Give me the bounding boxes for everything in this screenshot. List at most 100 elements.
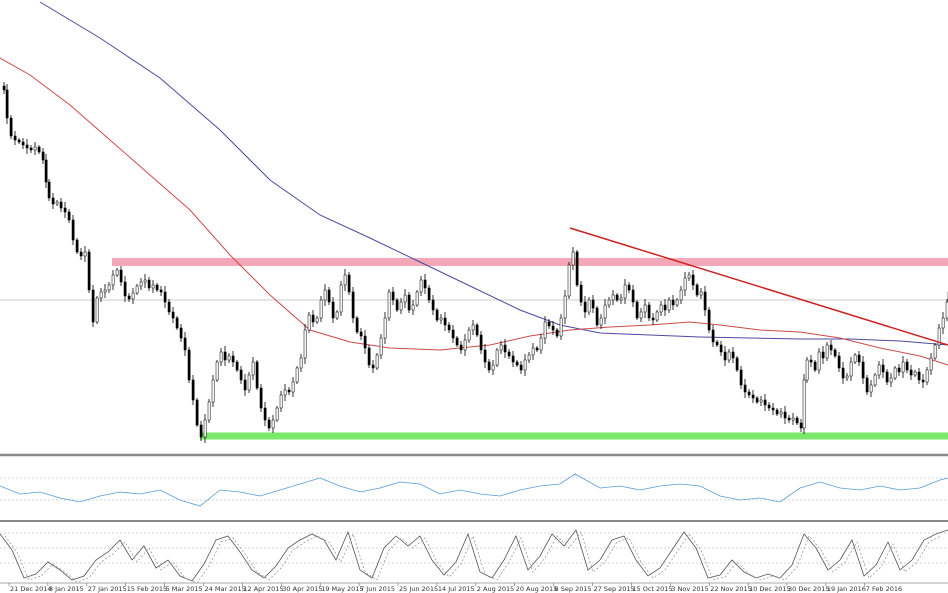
x-tick-label: 12 Apr 2015: [243, 585, 283, 593]
price-bar-body: [507, 351, 511, 357]
oscillator-2-signal-line: [4, 531, 942, 584]
price-bar-body: [407, 294, 411, 311]
price-bar-body: [33, 146, 37, 151]
price-bar-body: [315, 317, 319, 323]
x-tick-label: 30 Dec 2015: [788, 585, 830, 593]
price-bar-body: [9, 117, 13, 137]
price-bar-body: [44, 159, 48, 183]
price-bar-body: [675, 299, 679, 306]
price-bar-body: [659, 304, 663, 313]
x-tick-label: 10 Dec 2015: [749, 585, 791, 593]
price-bar-body: [865, 377, 869, 393]
price-bar-body: [67, 211, 71, 221]
price-bar-body: [439, 317, 443, 321]
price-bar-body: [817, 351, 821, 371]
price-bar-body: [311, 314, 315, 323]
price-bar-body: [167, 301, 171, 313]
price-bar-body: [783, 411, 787, 419]
price-bar-body: [435, 309, 439, 321]
price-bar-body: [459, 344, 463, 351]
price-bar-body: [515, 361, 519, 366]
price-bar-body: [467, 329, 471, 341]
price-bar-body: [503, 344, 507, 353]
price-bar-body: [655, 311, 659, 321]
oscillator-1-line: [0, 473, 948, 507]
price-bar-body: [937, 327, 941, 346]
price-bar-body: [323, 289, 327, 301]
price-bar-body: [643, 304, 647, 313]
price-bar-body: [383, 317, 387, 339]
x-tick-label: 3 Nov 2015: [671, 585, 709, 593]
price-bar-body: [587, 299, 591, 313]
price-bar-body: [303, 329, 307, 359]
price-bar-body: [95, 297, 99, 323]
price-bar-body: [143, 279, 147, 283]
price-panel: [0, 1, 948, 443]
price-bar-body: [51, 197, 55, 205]
oscillator-2-panel: [0, 529, 948, 584]
price-bar-body: [691, 274, 695, 286]
price-bar-body: [579, 284, 583, 303]
price-bar-body: [267, 419, 271, 429]
price-bar-body: [487, 361, 491, 371]
price-bar-body: [147, 279, 151, 289]
price-bar-body: [739, 369, 743, 386]
x-tick-label: 15 Feb 2015: [127, 585, 167, 593]
price-bar-body: [547, 321, 551, 327]
price-bar-body: [123, 281, 127, 297]
price-bar-body: [239, 369, 243, 381]
price-bar-body: [25, 144, 29, 149]
price-bar-body: [825, 344, 829, 359]
price-bar-body: [821, 351, 825, 359]
price-bar-body: [359, 331, 363, 337]
price-bar-body: [295, 367, 299, 383]
price-bar-body: [845, 375, 849, 379]
price-bar-body: [447, 324, 451, 331]
price-bar-body: [591, 299, 595, 309]
price-bar-body: [829, 344, 833, 351]
price-bar-body: [909, 369, 913, 376]
price-bar-body: [607, 299, 611, 306]
price-bar-body: [227, 355, 231, 361]
price-bar-body: [671, 299, 675, 306]
resistance-zone: [112, 258, 948, 266]
price-bar-body: [813, 361, 817, 371]
x-tick-label: 24 Mar 2015: [205, 585, 246, 593]
x-tick-label: 25 Jun 2015: [399, 585, 438, 593]
price-bar-body: [131, 292, 135, 300]
price-bar-body: [885, 371, 889, 383]
price-bar-body: [211, 379, 215, 403]
price-bar-body: [83, 251, 87, 257]
price-bar-body: [183, 337, 187, 351]
price-bar-body: [755, 397, 759, 403]
price-bar-body: [799, 422, 803, 429]
price-bar-body: [251, 361, 255, 376]
price-bar-body: [463, 339, 467, 351]
price-bar-body: [623, 284, 627, 299]
price-bar-body: [5, 89, 9, 119]
price-bar-body: [139, 281, 143, 287]
price-bar-body: [917, 371, 921, 381]
price-bar-body: [55, 201, 59, 205]
price-bar-body: [715, 341, 719, 346]
price-bar-body: [391, 291, 395, 301]
price-bar-body: [901, 361, 905, 373]
price-bar-body: [849, 361, 853, 377]
price-bar-body: [71, 219, 75, 241]
price-bar-body: [651, 317, 655, 321]
price-bar-body: [627, 284, 631, 291]
price-bar-body: [355, 317, 359, 333]
price-bar-body: [679, 289, 683, 301]
price-bar-body: [339, 284, 343, 313]
price-bar-body: [319, 299, 323, 319]
x-tick-label: 8 Jan 2015: [49, 585, 84, 593]
price-bar-body: [419, 279, 423, 293]
x-tick-label: 8 Sep 2015: [555, 585, 592, 593]
price-bar-body: [75, 239, 79, 253]
price-bar-body: [707, 309, 711, 331]
price-bar-body: [929, 357, 933, 371]
price-bar-body: [869, 384, 873, 393]
price-bar-body: [567, 264, 571, 297]
price-bar-body: [719, 344, 723, 353]
price-bar-body: [723, 351, 727, 361]
